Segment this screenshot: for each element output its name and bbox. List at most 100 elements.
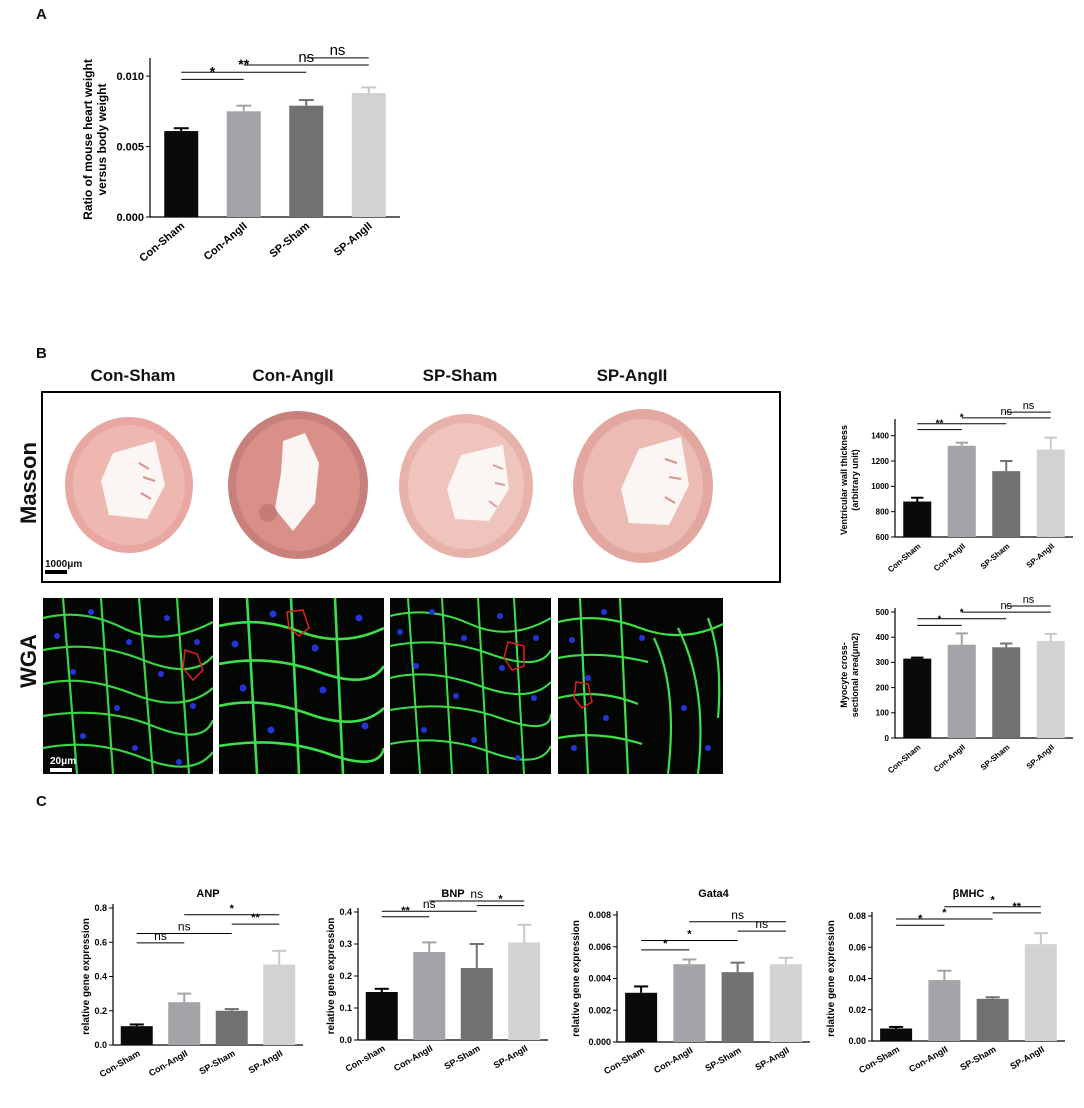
- x-tick-label: SP-AngII: [332, 220, 375, 259]
- y-tick-label: 0.08: [848, 911, 866, 921]
- bar-sp-angii: [1024, 944, 1057, 1041]
- panel-label-c: C: [36, 793, 47, 810]
- bar-sp-sham: [721, 972, 754, 1042]
- x-tick-label: SP-AngII: [247, 1048, 284, 1075]
- x-tick-label: Con-Sham: [857, 1044, 901, 1075]
- group-header-sp-sham: SP-Sham: [422, 366, 498, 385]
- bar-con-angii: [413, 952, 446, 1040]
- y-tick-label: 400: [876, 633, 890, 642]
- bar-con-angii: [928, 980, 961, 1041]
- y-tick-label: 1400: [871, 431, 889, 440]
- wga-tile-sp-sham: [390, 598, 551, 774]
- x-tick-label: SP-AngII: [1025, 542, 1056, 570]
- masson-panel: [41, 391, 781, 583]
- bar-con-sham: [120, 1026, 153, 1045]
- significance-label: *: [990, 895, 995, 907]
- significance-label: *: [942, 907, 947, 919]
- significance-label: ns: [731, 908, 744, 922]
- x-tick-label: Con-Sham: [137, 220, 187, 265]
- y-tick-label: 0.8: [94, 903, 107, 913]
- x-tick-label: Con-AngII: [652, 1045, 694, 1075]
- y-tick-label: 0.010: [116, 71, 144, 83]
- significance-label: *: [210, 63, 216, 79]
- bar-sp-sham: [215, 1010, 248, 1045]
- chart-gata4: Gata4 relative gene expression 0.000 0.002 0…: [571, 888, 810, 1076]
- y-axis-label: Ventricular wall thickness: [839, 425, 849, 535]
- y-axis-label: relative gene expression: [826, 920, 837, 1037]
- bar-con-sham: [365, 992, 398, 1040]
- bar-con-sham: [903, 501, 932, 537]
- scale-label-masson: 1000μm: [45, 559, 83, 570]
- y-tick-label: 100: [876, 709, 890, 718]
- masson-section-con-sham: [65, 417, 193, 553]
- significance-label: ns: [1023, 594, 1035, 606]
- x-tick-label: Con-AngII: [932, 542, 967, 573]
- x-tick-label: Con-AngII: [932, 743, 967, 774]
- y-axis-label: (arbitrary unit): [850, 449, 860, 511]
- y-tick-label: 1200: [871, 457, 889, 466]
- wga-tile-sp-angii: [558, 598, 723, 774]
- y-tick-label: 0.4: [94, 972, 107, 982]
- x-tick-label: SP-Sham: [979, 542, 1012, 571]
- bar-sp-sham: [289, 105, 324, 217]
- y-tick-label: 0.008: [588, 910, 611, 920]
- chart-title: βMHC: [953, 888, 985, 900]
- bar-sp-angii: [508, 942, 541, 1040]
- wga-tile-con-sham: [43, 598, 213, 774]
- significance-label: *: [687, 929, 692, 941]
- significance-label: **: [251, 912, 260, 924]
- bar-sp-angii: [769, 964, 802, 1042]
- x-tick-label: SP-AngII: [753, 1045, 790, 1072]
- y-tick-label: 0.000: [116, 212, 144, 224]
- bar-sp-sham: [460, 968, 493, 1040]
- wga-image-con-sham: [43, 598, 213, 774]
- y-tick-label: 0.1: [339, 1003, 352, 1013]
- y-tick-label: 0.005: [116, 141, 144, 153]
- chart-title: ANP: [196, 888, 219, 900]
- wga-image-sp-angii: [558, 598, 723, 774]
- y-tick-label: 0.2: [339, 971, 352, 981]
- row-label-wga: WGA: [16, 634, 41, 688]
- y-axis-label: relative gene expression: [326, 918, 337, 1035]
- y-tick-label: 0: [885, 734, 890, 743]
- y-tick-label: 200: [876, 683, 890, 692]
- scale-label-wga: 20μm: [50, 756, 77, 767]
- significance-label: ns: [178, 919, 191, 933]
- group-header-con-sham: Con-Sham: [90, 366, 176, 385]
- masson-section-sp-angii: [573, 409, 713, 563]
- panel-label-a: A: [36, 6, 47, 23]
- bar-con-angii: [226, 111, 261, 217]
- significance-label: ns: [470, 887, 483, 901]
- masson-section-sp-sham: [399, 414, 533, 558]
- x-tick-label: Con-Sham: [886, 743, 922, 776]
- y-tick-label: 800: [876, 507, 890, 516]
- wga-image-con-angii: [219, 598, 384, 774]
- chart-title: Gata4: [698, 888, 729, 900]
- wga-image-sp-sham: [390, 598, 551, 774]
- y-axis-label: sectional area(μm2): [850, 633, 860, 718]
- scale-bar-masson: [45, 570, 67, 574]
- y-tick-label: 1000: [871, 482, 889, 491]
- significance-label: ns: [755, 917, 768, 931]
- significance-label: *: [960, 608, 964, 619]
- x-tick-label: SP-Sham: [443, 1043, 482, 1071]
- bar-sp-angii: [1036, 449, 1065, 537]
- chart-title: BNP: [441, 888, 464, 900]
- y-tick-label: 0.00: [848, 1036, 866, 1046]
- x-tick-label: Con-AngII: [392, 1043, 434, 1073]
- bar-con-angii: [947, 644, 976, 738]
- x-tick-label: SP-Sham: [198, 1048, 237, 1076]
- significance-label: *: [663, 938, 668, 950]
- row-label-masson: Masson: [16, 442, 41, 524]
- x-tick-label: Con-AngII: [147, 1048, 189, 1078]
- y-tick-label: 0.4: [339, 907, 352, 917]
- bar-con-angii: [673, 964, 706, 1042]
- significance-label: ns: [330, 42, 346, 59]
- y-tick-label: 0.04: [848, 974, 866, 984]
- chart-heart-weight: Ratio of mouse heart weight versus body w…: [81, 42, 400, 265]
- y-axis-label: relative gene expression: [571, 920, 582, 1037]
- significance-label: ns: [1023, 400, 1035, 412]
- bar-sp-angii: [1036, 640, 1065, 738]
- x-tick-label: Con-Sham: [602, 1045, 646, 1076]
